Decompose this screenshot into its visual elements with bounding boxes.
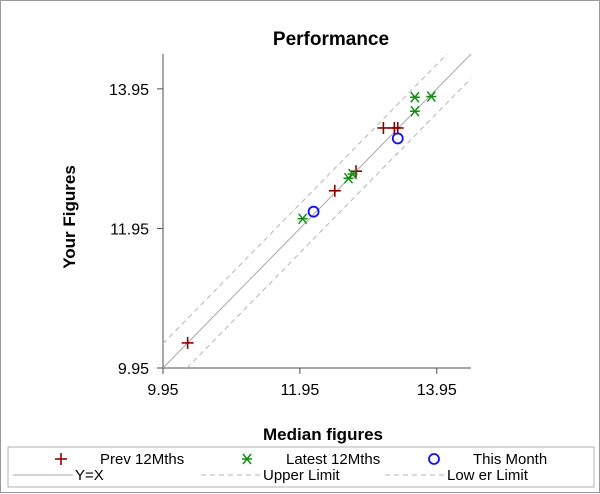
point-this-month — [307, 205, 320, 218]
legend: Prev 12Mths Latest 12Mths This Month Y=X Upp… — [7, 446, 595, 488]
legend-label-this-month: This Month — [473, 451, 547, 468]
y-axis-title: Your Figures — [60, 165, 79, 269]
reference-lines — [162, 53, 472, 369]
legend-label-upper-limit: Upper Limit — [263, 467, 341, 484]
y-tick-label: 9.95 — [118, 361, 149, 378]
legend-box — [7, 446, 595, 488]
point-latest-12mths — [409, 105, 420, 117]
point-prev-12mths — [391, 121, 404, 134]
point-prev-12mths — [350, 165, 363, 178]
ref-line-lower-limit — [186, 78, 472, 369]
x-tick-label: 13.95 — [417, 382, 457, 399]
legend-marker-prev-12mths — [55, 453, 67, 465]
point-latest-12mths — [409, 91, 420, 103]
point-latest-12mths — [347, 168, 358, 180]
plot-area: 9.95 11.95 13.95 9.95 11.95 13.95 — [109, 53, 472, 399]
point-prev-12mths — [181, 336, 194, 349]
point-this-month — [391, 132, 404, 145]
legend-label-latest-12mths: Latest 12Mths — [286, 451, 380, 468]
y-tick-label: 11.95 — [110, 221, 149, 238]
legend-marker-latest-12mths — [242, 453, 252, 465]
y-tick-label: 13.95 — [109, 82, 149, 99]
legend-label-lower-limit: Low er Limit — [447, 467, 529, 484]
ref-line-upper-limit — [162, 53, 448, 344]
point-prev-12mths — [377, 121, 390, 134]
axis-ticks: 9.95 11.95 13.95 9.95 11.95 13.95 — [109, 82, 457, 399]
ref-line-y-equals-x — [162, 53, 472, 369]
chart-title: Performance — [273, 29, 389, 50]
legend-label-prev-12mths: Prev 12Mths — [100, 451, 184, 468]
point-latest-12mths — [297, 213, 308, 225]
x-tick-label: 11.95 — [280, 382, 319, 399]
legend-marker-this-month — [428, 453, 440, 465]
data-markers — [181, 91, 437, 349]
x-axis-title: Median figures — [263, 425, 383, 444]
point-latest-12mths — [426, 91, 437, 103]
x-tick-label: 9.95 — [147, 382, 178, 399]
legend-label-y-equals-x: Y=X — [75, 467, 104, 484]
point-prev-12mths — [328, 184, 341, 197]
